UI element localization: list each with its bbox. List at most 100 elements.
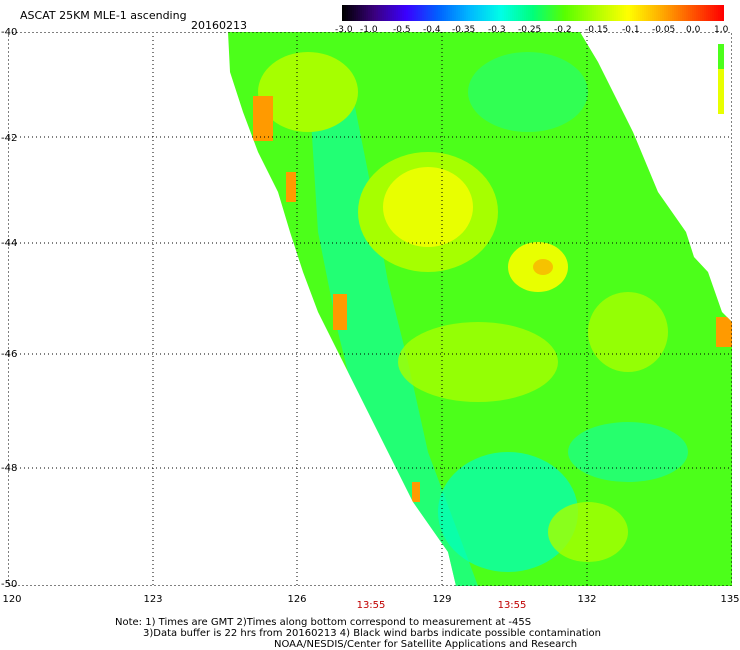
scale-swatch (536, 5, 538, 21)
scale-swatch (708, 5, 710, 21)
scale-swatch (534, 5, 536, 21)
scale-swatch (650, 5, 652, 21)
scale-swatch (692, 5, 694, 21)
scale-swatch (382, 5, 384, 21)
scale-swatch (694, 5, 696, 21)
scale-swatch (586, 5, 588, 21)
scale-swatch (582, 5, 584, 21)
scale-swatch (548, 5, 550, 21)
scale-swatch (468, 5, 470, 21)
scale-swatch (478, 5, 480, 21)
scale-swatch (488, 5, 490, 21)
scale-swatch (592, 5, 594, 21)
scale-swatch (578, 5, 580, 21)
scale-label: -0.4 (423, 25, 441, 35)
yellow-patch (383, 167, 473, 247)
scale-swatch (356, 5, 358, 21)
scale-swatch (462, 5, 464, 21)
scale-label: 1.0 (714, 25, 729, 35)
scale-swatch (638, 5, 640, 21)
scale-swatch (616, 5, 618, 21)
scale-swatch (344, 5, 346, 21)
scale-swatch (342, 5, 344, 21)
scale-swatch (490, 5, 492, 21)
scale-swatch (528, 5, 530, 21)
scale-swatch (706, 5, 708, 21)
lon-label: 135 (720, 594, 740, 605)
lon-label: 126 (287, 594, 307, 605)
scale-swatch (570, 5, 572, 21)
scale-swatch (556, 5, 558, 21)
scale-swatch (380, 5, 382, 21)
lime-patch (588, 292, 668, 372)
scale-swatch (572, 5, 574, 21)
scale-swatch (386, 5, 388, 21)
scale-swatch (476, 5, 478, 21)
scale-swatch (718, 5, 720, 21)
scale-swatch (518, 5, 520, 21)
swath-map (8, 32, 732, 586)
scale-swatch (716, 5, 718, 21)
scale-swatch (606, 5, 608, 21)
time-label: 13:55 (356, 600, 386, 611)
scale-swatch (702, 5, 704, 21)
scale-label: -0.1 (622, 25, 640, 35)
scale-label: -1.0 (360, 25, 378, 35)
scale-swatch (526, 5, 528, 21)
scale-swatch (486, 5, 488, 21)
scale-swatch (444, 5, 446, 21)
scale-swatch (440, 5, 442, 21)
orange-edge (333, 294, 347, 330)
scale-label: -0.25 (518, 25, 542, 35)
scale-swatch (646, 5, 648, 21)
scale-swatch (566, 5, 568, 21)
scale-swatch (504, 5, 506, 21)
scale-swatch (522, 5, 524, 21)
scale-swatch (368, 5, 370, 21)
scale-swatch (630, 5, 632, 21)
scale-swatch (402, 5, 404, 21)
scale-swatch (448, 5, 450, 21)
scale-swatch (688, 5, 690, 21)
scale-swatch (588, 5, 590, 21)
scale-swatch (524, 5, 526, 21)
scale-swatch (648, 5, 650, 21)
scale-swatch (392, 5, 394, 21)
scale-swatch (376, 5, 378, 21)
scale-swatch (498, 5, 500, 21)
scale-swatch (532, 5, 534, 21)
lat-label: -48 (1, 463, 18, 474)
lat-label: -50 (1, 579, 18, 590)
scale-swatch (506, 5, 508, 21)
scale-swatch (634, 5, 636, 21)
scale-swatch (432, 5, 434, 21)
scale-swatch (704, 5, 706, 21)
scale-label: -0.35 (452, 25, 476, 35)
note-line-1: Note: 1) Times are GMT 2)Times along bot… (115, 617, 532, 628)
scale-swatch (354, 5, 356, 21)
scale-swatch (452, 5, 454, 21)
scale-swatch (622, 5, 624, 21)
scale-swatch (502, 5, 504, 21)
scale-swatch (410, 5, 412, 21)
scale-swatch (660, 5, 662, 21)
swath-data (228, 32, 732, 586)
scale-swatch (394, 5, 396, 21)
scale-label: -0.15 (585, 25, 609, 35)
cyan-patch (568, 422, 688, 482)
scale-swatch (644, 5, 646, 21)
scale-swatch (514, 5, 516, 21)
scale-swatch (480, 5, 482, 21)
scale-swatch (658, 5, 660, 21)
scale-swatch (520, 5, 522, 21)
scale-swatch (404, 5, 406, 21)
product-title: ASCAT 25KM MLE-1 ascending (20, 9, 187, 22)
color-scale-bar (342, 5, 724, 21)
scale-swatch (434, 5, 436, 21)
scale-swatch (466, 5, 468, 21)
scale-swatch (484, 5, 486, 21)
scale-swatch (654, 5, 656, 21)
scale-swatch (632, 5, 634, 21)
scale-swatch (388, 5, 390, 21)
product-date: 20160213 (191, 19, 247, 32)
